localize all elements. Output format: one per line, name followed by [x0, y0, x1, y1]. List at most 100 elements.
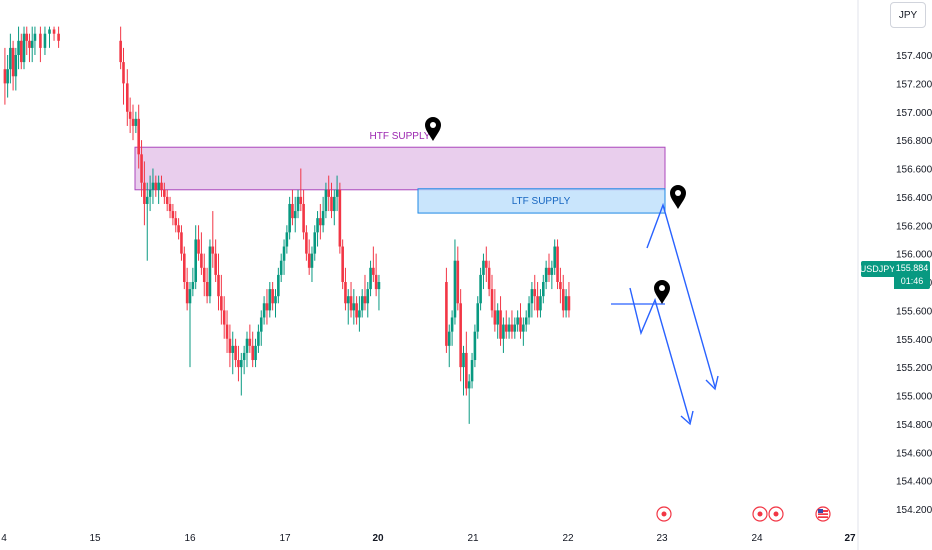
candle [191, 267, 195, 297]
candle [291, 189, 294, 226]
candle [143, 161, 146, 226]
x-tick-label: 27 [844, 533, 856, 544]
candle [197, 225, 200, 261]
htf-supply-zone[interactable] [134, 146, 666, 191]
candle [487, 260, 491, 297]
candle [459, 289, 462, 382]
candle [542, 274, 545, 304]
candle [205, 267, 209, 304]
candle [48, 26, 51, 48]
event-icon[interactable] [768, 506, 784, 522]
candle [154, 175, 158, 197]
candle [499, 296, 502, 346]
candle [25, 26, 29, 55]
candle [231, 331, 235, 375]
candle [473, 324, 477, 368]
candle [288, 196, 291, 240]
candle [225, 310, 229, 353]
bar-countdown: 01:46 [900, 276, 924, 286]
candle [453, 239, 457, 325]
x-tick-label: 21 [467, 533, 479, 544]
candle [228, 324, 232, 368]
arrowhead-lower [680, 410, 694, 426]
us-flag-event-icon[interactable] [815, 506, 831, 522]
candle [369, 260, 372, 297]
candle [188, 282, 192, 368]
candle [237, 345, 240, 382]
candle [493, 289, 497, 332]
candle [180, 225, 183, 261]
candle [3, 47, 7, 105]
candle [222, 296, 226, 339]
candle [522, 317, 525, 346]
x-tick-label: 22 [562, 533, 574, 544]
candle [319, 203, 322, 240]
last-price-tag: 155.884 01:46 [894, 261, 930, 289]
candle [372, 246, 375, 282]
candle [6, 55, 9, 98]
candle [174, 211, 178, 233]
candle [126, 69, 129, 126]
candle [14, 47, 18, 91]
candle [217, 253, 220, 311]
candle [307, 239, 311, 275]
candle [183, 246, 186, 290]
event-icon[interactable] [752, 506, 768, 522]
y-tick-label: 154.600 [896, 448, 932, 459]
candle [9, 33, 12, 84]
candle [556, 239, 559, 290]
ltf-supply-label: LTF SUPPLY [512, 196, 571, 207]
candle [282, 239, 286, 275]
candle [327, 175, 331, 212]
y-tick-label: 157.200 [896, 79, 932, 90]
candle [30, 26, 34, 63]
candle [163, 182, 166, 204]
candle [476, 296, 480, 339]
location-pin-icon [425, 117, 441, 141]
candle [507, 317, 511, 339]
candle [456, 246, 460, 311]
candle [211, 211, 215, 268]
candle [313, 225, 317, 261]
candle [140, 140, 143, 197]
candle [145, 182, 149, 261]
candle [341, 239, 344, 290]
candle [530, 282, 534, 318]
price-axis[interactable]: 157.400 157.200 157.000 156.800 156.600 156.4… [857, 0, 932, 550]
candle [39, 26, 42, 63]
candle [363, 274, 367, 311]
location-pin-icon [670, 185, 686, 209]
y-tick-label: 156.600 [896, 165, 932, 176]
candle [536, 282, 539, 318]
candle [200, 232, 203, 275]
candle [240, 352, 243, 396]
candle [490, 274, 494, 318]
candle [296, 189, 300, 219]
candle [259, 310, 263, 346]
candle [513, 317, 517, 339]
candle [131, 104, 135, 141]
y-tick-label: 156.000 [896, 250, 932, 261]
x-tick-label: 4 [1, 533, 7, 544]
candle [33, 26, 37, 55]
candle [17, 26, 20, 70]
candle [148, 175, 152, 212]
x-tick-label: 23 [656, 533, 668, 544]
candle [122, 47, 125, 105]
time-axis[interactable]: 4 15 16 17 20 21 22 23 24 27 [1, 533, 856, 544]
candle [265, 289, 269, 325]
candle [533, 274, 537, 311]
event-icon[interactable] [656, 506, 672, 522]
candle [119, 26, 122, 70]
ltf-supply-zone[interactable] [417, 188, 666, 214]
candle [352, 289, 356, 325]
candle [262, 296, 266, 325]
projection-path-upper [646, 202, 716, 388]
currency-button[interactable]: JPY [890, 2, 926, 28]
candle [19, 33, 23, 70]
symbol-tag: USDJPY [860, 261, 895, 277]
candle [346, 289, 350, 325]
candle [510, 310, 514, 339]
candle [52, 26, 56, 41]
